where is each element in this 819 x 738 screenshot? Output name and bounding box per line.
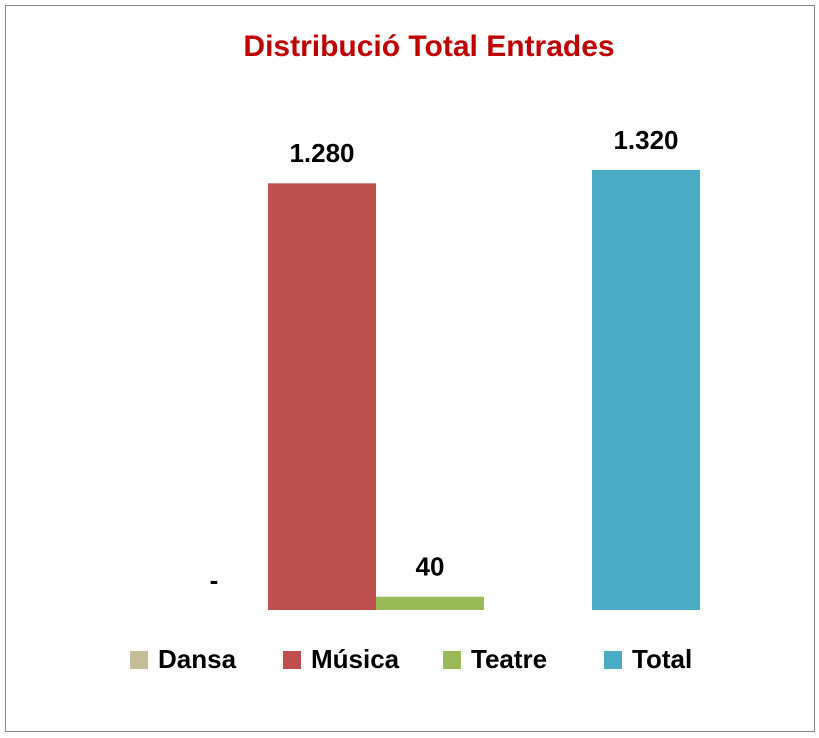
bar xyxy=(268,183,376,611)
legend-swatch xyxy=(130,651,148,669)
bar xyxy=(592,170,700,610)
data-label: - xyxy=(210,565,219,595)
chart-title: Distribució Total Entrades xyxy=(243,30,614,63)
data-label: 1.320 xyxy=(613,125,678,155)
legend-label: Total xyxy=(632,644,692,674)
legend-label: Dansa xyxy=(158,644,237,674)
legend-label: Música xyxy=(311,644,400,674)
data-label: 1.280 xyxy=(289,138,354,168)
legend-swatch xyxy=(604,651,622,669)
data-label: 40 xyxy=(416,552,445,582)
legend-swatch xyxy=(443,651,461,669)
bar xyxy=(376,596,484,610)
legend-label: Teatre xyxy=(471,644,547,674)
legend-swatch xyxy=(283,651,301,669)
